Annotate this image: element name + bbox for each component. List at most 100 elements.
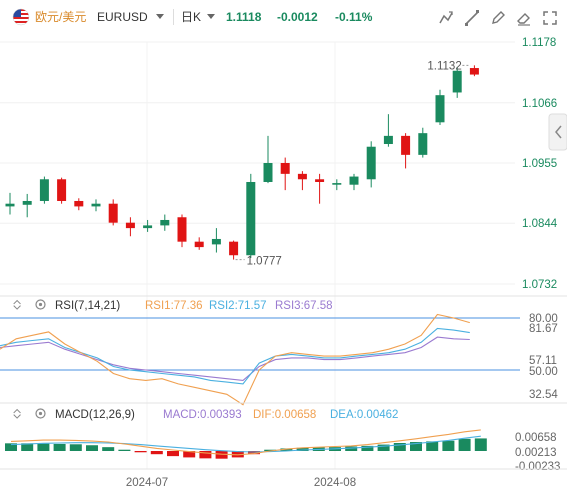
macd-bar-positive bbox=[21, 443, 34, 451]
candle-down bbox=[469, 68, 479, 75]
macd-bar-positive bbox=[296, 447, 309, 451]
macd-bar-positive bbox=[474, 438, 487, 451]
macd-bar-positive bbox=[118, 449, 131, 451]
candle-up bbox=[418, 133, 428, 155]
symbol-code[interactable]: EURUSD bbox=[97, 10, 148, 24]
candle-up bbox=[39, 179, 49, 201]
pencil-icon[interactable] bbox=[489, 9, 507, 27]
chevron-up-down-icon[interactable] bbox=[13, 408, 21, 419]
candle-down bbox=[125, 222, 135, 229]
macd-bar-positive bbox=[393, 443, 406, 451]
candle-down bbox=[194, 241, 204, 248]
macd-bar-negative bbox=[199, 451, 212, 459]
toolbar: 欧元/美元 EURUSD 日K 1.1118 -0.0012 -0.11% bbox=[0, 0, 567, 34]
macd-bar-negative bbox=[248, 451, 260, 455]
price-tick-label: 1.1178 bbox=[522, 37, 556, 49]
toolbar-divider bbox=[173, 9, 174, 25]
line-draw-icon[interactable] bbox=[463, 9, 481, 27]
rsi1-value: RSI1:77.36 bbox=[145, 300, 203, 312]
macd-bar-positive bbox=[53, 443, 66, 451]
candle-up bbox=[435, 95, 445, 123]
chevron-left-icon[interactable] bbox=[555, 125, 562, 139]
candle-up bbox=[263, 163, 273, 182]
chevron-down-icon[interactable] bbox=[207, 14, 215, 20]
chart-area[interactable]: 1.1132 1.0777 1.11781.10661.09551.08441.… bbox=[0, 34, 567, 495]
rsi-header: RSI(7,14,21) RSI1:77.36 RSI2:71.57 RSI3:… bbox=[13, 299, 333, 312]
macd-bar-positive bbox=[264, 449, 277, 451]
indicator-icon[interactable] bbox=[437, 9, 455, 27]
chevron-up-down-icon[interactable] bbox=[13, 299, 21, 310]
rsi2-value: RSI2:71.57 bbox=[209, 300, 267, 312]
candle-up bbox=[211, 238, 221, 245]
candle-up bbox=[349, 176, 359, 185]
rsi3-value: RSI3:67.58 bbox=[275, 300, 333, 312]
candle-up bbox=[160, 219, 170, 226]
candle-up bbox=[383, 135, 393, 145]
side-panel-toggle[interactable] bbox=[548, 113, 567, 151]
chevron-down-icon[interactable] bbox=[156, 14, 164, 20]
candle-down bbox=[177, 217, 187, 242]
candle-up bbox=[143, 225, 153, 229]
candles-layer[interactable] bbox=[5, 64, 479, 261]
price-tick-label: 1.0732 bbox=[522, 279, 557, 291]
candle-down bbox=[108, 203, 118, 223]
rsi2-line bbox=[0, 327, 470, 385]
last-price: 1.1118 bbox=[226, 10, 262, 24]
time-tick-label: 2024-08 bbox=[314, 477, 356, 489]
rsi3-line bbox=[0, 336, 470, 381]
macd-bar-positive bbox=[442, 440, 455, 451]
price-change: -0.0012 bbox=[277, 10, 318, 24]
period-selector[interactable]: 日K bbox=[181, 10, 202, 24]
macd-bar-negative bbox=[183, 451, 196, 458]
candle-down bbox=[401, 135, 411, 155]
macd-title: MACD(12,26,9) bbox=[55, 409, 135, 421]
candle-down bbox=[229, 241, 239, 256]
macd-bar-positive bbox=[86, 445, 98, 451]
macd-bar-positive bbox=[377, 444, 390, 451]
dea-value: DEA:0.00462 bbox=[330, 409, 398, 421]
macd-bar-positive bbox=[69, 444, 82, 451]
pair-name[interactable]: 欧元/美元 bbox=[35, 10, 87, 24]
rsi-axis-label: 57.11 bbox=[529, 355, 557, 367]
rsi-axis-label: 32.54 bbox=[529, 389, 558, 401]
macd-bar-negative bbox=[215, 451, 228, 459]
fullscreen-icon[interactable] bbox=[541, 9, 559, 27]
candle-up bbox=[246, 181, 256, 256]
rsi-axis-label: 50.00 bbox=[529, 366, 558, 378]
gear-icon[interactable] bbox=[35, 408, 46, 419]
candle-up bbox=[366, 146, 376, 180]
price-tick-label: 1.1066 bbox=[522, 98, 557, 110]
time-tick-label: 2024-07 bbox=[126, 477, 168, 489]
dif-value: DIF:0.00658 bbox=[253, 409, 316, 421]
macd-bar-positive bbox=[458, 438, 471, 451]
dif-line bbox=[10, 429, 481, 456]
candle-down bbox=[57, 179, 67, 201]
macd-bar-positive bbox=[345, 446, 358, 451]
macd-axis-label: -0.00233 bbox=[515, 461, 560, 473]
macd-axis-label: 0.00658 bbox=[515, 432, 557, 444]
macd-value: MACD:0.00393 bbox=[163, 409, 242, 421]
rsi-axis-label: 81.67 bbox=[529, 323, 558, 335]
macd-bar-positive bbox=[280, 448, 293, 451]
price-axis: 1.1178 1.1066 1.0955 1.0844 1.0732 bbox=[522, 37, 558, 291]
candle-down bbox=[280, 163, 290, 174]
rsi1-line bbox=[0, 313, 470, 406]
macd-header: MACD(12,26,9) MACD:0.00393 DIF:0.00658 D… bbox=[13, 408, 398, 421]
candle-up bbox=[332, 183, 342, 185]
price-tick-label: 1.0844 bbox=[522, 218, 558, 230]
price-tick-label: 1.0955 bbox=[522, 158, 557, 170]
candle-up bbox=[91, 203, 101, 207]
eraser-icon[interactable] bbox=[515, 9, 533, 27]
dea-line bbox=[10, 435, 481, 453]
macd-bar-positive bbox=[102, 447, 115, 451]
price-change-pct: -0.11% bbox=[335, 10, 373, 24]
rsi-title: RSI(7,14,21) bbox=[55, 300, 120, 312]
price-grid bbox=[0, 41, 515, 469]
candle-down bbox=[315, 179, 325, 182]
time-axis: 2024-07 2024-08 bbox=[126, 477, 356, 489]
gear-icon[interactable] bbox=[35, 299, 46, 310]
macd-bar-positive bbox=[361, 445, 374, 451]
candle-up bbox=[5, 203, 15, 207]
candle-down bbox=[74, 200, 84, 207]
